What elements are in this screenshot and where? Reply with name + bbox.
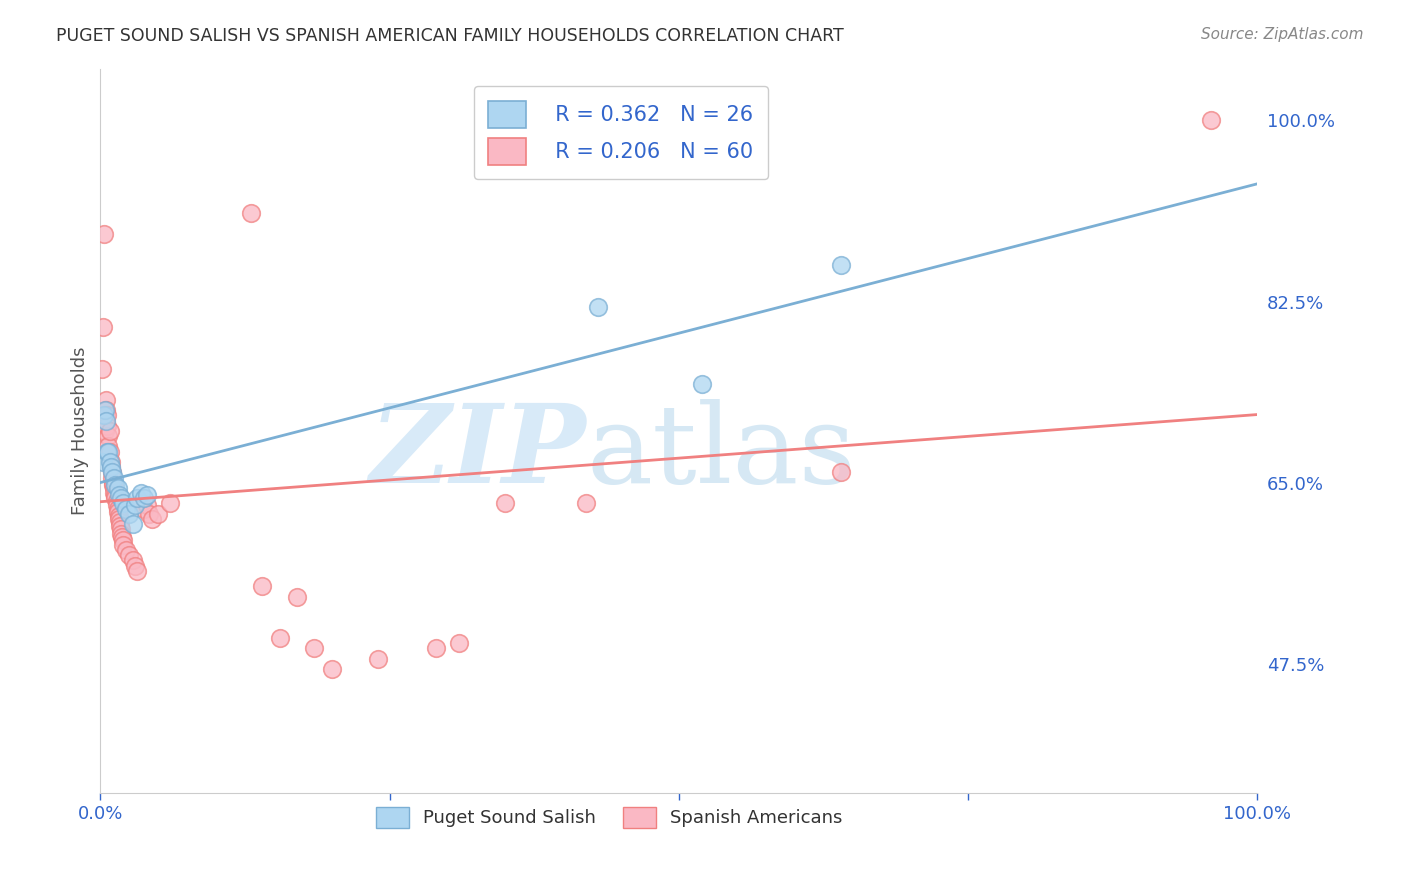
Text: PUGET SOUND SALISH VS SPANISH AMERICAN FAMILY HOUSEHOLDS CORRELATION CHART: PUGET SOUND SALISH VS SPANISH AMERICAN F… [56, 27, 844, 45]
Point [159, 496, 181, 510]
Point [121, 517, 143, 532]
Point [94, 424, 117, 438]
Point [830, 258, 852, 272]
Point [112, 538, 135, 552]
Y-axis label: Family Households: Family Households [72, 347, 89, 516]
Point [127, 491, 149, 506]
Point [1199, 113, 1222, 128]
Point [103, 486, 125, 500]
Point [98, 455, 121, 469]
Point [103, 481, 125, 495]
Point [447, 636, 470, 650]
Text: atlas: atlas [586, 400, 856, 506]
Point [105, 499, 128, 513]
Point [101, 470, 124, 484]
Point [124, 499, 146, 513]
Point [97, 429, 120, 443]
Point [690, 377, 713, 392]
Point [575, 496, 598, 510]
Point [239, 206, 262, 220]
Point [111, 530, 134, 544]
Point [269, 631, 291, 645]
Point [101, 477, 124, 491]
Point [285, 590, 308, 604]
Point [104, 477, 127, 491]
Point [134, 491, 156, 506]
Point [425, 641, 447, 656]
Point [107, 505, 129, 519]
Legend: Puget Sound Salish, Spanish Americans: Puget Sound Salish, Spanish Americans [368, 800, 849, 835]
Point [96, 444, 118, 458]
Point [104, 488, 127, 502]
Point [135, 499, 157, 513]
Point [118, 548, 141, 562]
Point [108, 515, 131, 529]
Point [94, 392, 117, 407]
Point [97, 444, 120, 458]
Point [107, 481, 129, 495]
Point [96, 409, 118, 423]
Point [105, 494, 128, 508]
Point [101, 466, 124, 480]
Point [94, 414, 117, 428]
Text: ZIP: ZIP [370, 399, 586, 507]
Point [108, 519, 131, 533]
Point [101, 475, 124, 490]
Point [118, 507, 141, 521]
Point [91, 320, 114, 334]
Point [112, 533, 135, 547]
Point [104, 491, 127, 506]
Point [114, 501, 136, 516]
Point [134, 501, 156, 516]
Point [100, 455, 122, 469]
Point [98, 444, 121, 458]
Point [129, 486, 152, 500]
Point [93, 409, 115, 423]
Point [124, 558, 146, 573]
Point [101, 466, 124, 480]
Point [138, 507, 160, 521]
Point [304, 641, 326, 656]
Point [91, 455, 114, 469]
Point [112, 496, 135, 510]
Point [94, 403, 117, 417]
Point [129, 496, 152, 510]
Point [96, 418, 118, 433]
Point [110, 522, 132, 536]
Text: Source: ZipAtlas.com: Source: ZipAtlas.com [1201, 27, 1364, 42]
Point [586, 300, 609, 314]
Point [110, 491, 132, 506]
Point [93, 227, 115, 242]
Point [108, 512, 131, 526]
Point [108, 488, 131, 502]
Point [107, 501, 129, 516]
Point [100, 460, 122, 475]
Point [97, 440, 120, 454]
Point [108, 508, 131, 523]
Point [135, 488, 157, 502]
Point [110, 527, 132, 541]
Point [90, 361, 112, 376]
Point [830, 466, 852, 480]
Point [100, 460, 122, 475]
Point [321, 662, 343, 676]
Point [367, 651, 389, 665]
Point [127, 564, 149, 578]
Point [141, 512, 163, 526]
Point [114, 543, 136, 558]
Point [103, 470, 125, 484]
Point [148, 507, 170, 521]
Point [98, 424, 121, 438]
Point [252, 579, 274, 593]
Point [121, 553, 143, 567]
Point [494, 496, 516, 510]
Point [94, 403, 117, 417]
